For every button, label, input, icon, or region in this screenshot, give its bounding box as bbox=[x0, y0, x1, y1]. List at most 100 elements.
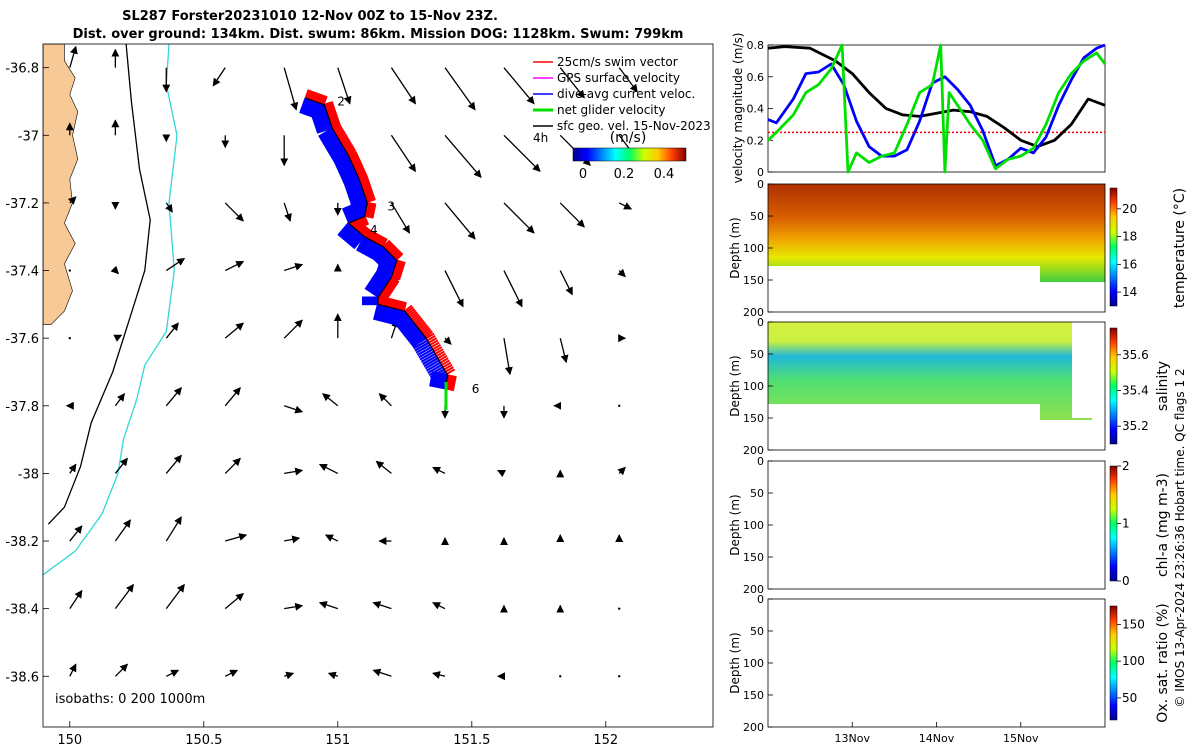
map-y-tick-label: -36.8 bbox=[5, 62, 39, 77]
map-legend: 25cm/s swim vector GPS surface velocity … bbox=[533, 55, 711, 182]
swim-vector bbox=[353, 163, 363, 170]
swim-vector bbox=[378, 236, 385, 246]
depth-tick-label: 100 bbox=[743, 380, 764, 393]
current-vector bbox=[340, 224, 353, 239]
swim-vector bbox=[357, 170, 367, 177]
swim-vector bbox=[361, 216, 368, 226]
current-vector bbox=[364, 287, 380, 298]
current-vector bbox=[313, 116, 330, 124]
geo-vector bbox=[559, 67, 585, 99]
swim-vector bbox=[373, 233, 380, 243]
colorbar-label: (m/s) bbox=[610, 130, 647, 146]
current-vector bbox=[301, 98, 309, 115]
swim-vector bbox=[349, 153, 359, 160]
chla-frame bbox=[767, 460, 1106, 590]
swim-vector bbox=[335, 129, 345, 136]
swim-vector bbox=[326, 108, 336, 113]
current-vector bbox=[340, 170, 357, 179]
current-vector bbox=[411, 337, 427, 348]
current-vector bbox=[328, 145, 344, 156]
current-vector bbox=[410, 334, 425, 347]
geo-vector bbox=[165, 583, 185, 610]
current-vector bbox=[338, 165, 355, 175]
swim-vector bbox=[318, 94, 324, 104]
temperature-panel: Depth (m) temperature (°C) bbox=[728, 183, 1188, 313]
current-vector bbox=[337, 163, 353, 172]
swim-vector bbox=[441, 359, 450, 366]
current-vector bbox=[357, 236, 367, 252]
current-vector bbox=[373, 248, 387, 262]
track-day-label: 4 bbox=[370, 223, 378, 237]
swim-vector bbox=[389, 278, 398, 286]
current-vector bbox=[377, 305, 384, 322]
current-vector bbox=[305, 100, 314, 116]
current-vector bbox=[342, 174, 358, 184]
geo-vector bbox=[284, 602, 304, 611]
current-vector bbox=[365, 285, 380, 297]
current-vector bbox=[346, 229, 359, 244]
swim-vector bbox=[352, 160, 362, 167]
current-vector bbox=[372, 247, 386, 261]
coastline-land bbox=[43, 44, 79, 325]
velocity-series-line bbox=[767, 43, 1106, 168]
swim-vector bbox=[396, 300, 401, 310]
colorbar-tick-label: 1 bbox=[1122, 517, 1130, 531]
swim-vector bbox=[382, 239, 391, 248]
current-vector bbox=[381, 306, 388, 323]
current-vector bbox=[369, 243, 380, 259]
current-vector bbox=[347, 230, 360, 245]
colorbar-tick-label: 18 bbox=[1122, 230, 1137, 244]
current-vector bbox=[302, 98, 311, 115]
current-vector bbox=[312, 115, 329, 123]
current-vector bbox=[300, 98, 308, 114]
swim-vector bbox=[386, 297, 391, 308]
current-vector bbox=[311, 112, 328, 120]
colorbar-tick-label: 100 bbox=[1122, 654, 1145, 668]
swim-vector bbox=[345, 145, 355, 153]
swim-vector bbox=[392, 270, 403, 276]
geo-vector bbox=[113, 334, 123, 342]
current-vector bbox=[299, 97, 307, 114]
geo-vector bbox=[224, 593, 245, 610]
geo-vector bbox=[503, 134, 541, 172]
swim-vector bbox=[304, 89, 310, 99]
swim-vector bbox=[433, 346, 443, 353]
swim-vector bbox=[408, 309, 417, 317]
swim-vector bbox=[385, 242, 393, 251]
current-vector bbox=[376, 268, 392, 280]
current-vector bbox=[400, 321, 415, 334]
geo-vector bbox=[432, 602, 446, 610]
swim-vector bbox=[380, 296, 385, 306]
current-vector bbox=[349, 233, 362, 247]
velocity-y-tick-label: 0.4 bbox=[747, 103, 765, 116]
swim-vector bbox=[413, 316, 422, 324]
current-vector bbox=[344, 179, 361, 187]
current-vector bbox=[414, 341, 430, 352]
legend-swim: 25cm/s swim vector bbox=[557, 55, 678, 69]
current-vector bbox=[347, 231, 360, 246]
swim-vector bbox=[364, 214, 374, 219]
swim-vector bbox=[389, 246, 397, 255]
swim-vector bbox=[394, 251, 403, 260]
geo-vector bbox=[617, 466, 626, 476]
current-vector bbox=[320, 130, 335, 141]
swim-vector bbox=[351, 158, 361, 164]
current-vector bbox=[395, 315, 410, 327]
current-vector bbox=[344, 228, 357, 242]
current-vector bbox=[348, 192, 365, 200]
current-vector bbox=[363, 240, 374, 256]
current-vector bbox=[339, 224, 352, 238]
geo-vector bbox=[444, 134, 482, 179]
current-vector bbox=[325, 140, 341, 151]
current-vector bbox=[310, 109, 327, 117]
time-axis-ticks: 13Nov 14Nov 15Nov bbox=[835, 722, 1039, 745]
swim-vector bbox=[379, 236, 386, 246]
current-vector bbox=[366, 283, 382, 295]
geo-vector bbox=[224, 202, 244, 222]
swim-vector bbox=[355, 167, 365, 174]
velocity-series-line bbox=[767, 45, 1106, 148]
current-vector bbox=[358, 237, 368, 253]
swim-vector bbox=[354, 221, 362, 230]
swim-vector bbox=[360, 217, 367, 227]
velocity-y-tick-label: 0 bbox=[757, 166, 764, 179]
